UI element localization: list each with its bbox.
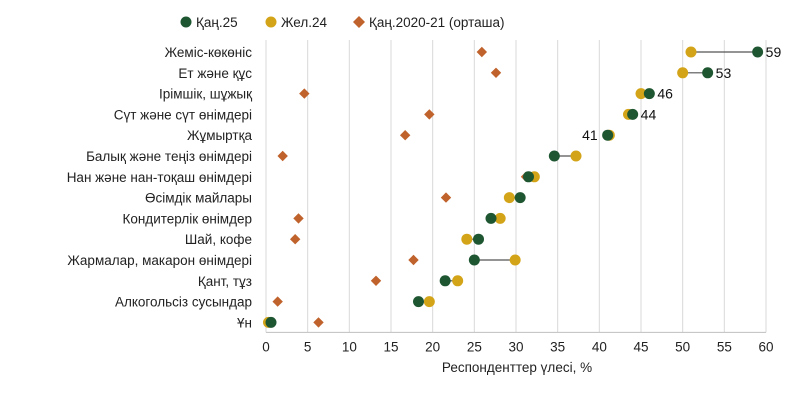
category-label-2: Ірімшік, шұжық (159, 87, 252, 102)
category-label-13: Ұн (237, 315, 252, 330)
x-tick-label-8: 40 (592, 339, 607, 354)
legend-marker-jan25 (180, 16, 192, 28)
category-labels: Жеміс-көкөніс Ет және құс Ірімшік, шұжық Сү… (67, 45, 253, 330)
category-label-11: Қант, тұз (198, 274, 252, 289)
point-dec24-10 (509, 254, 521, 266)
point-dec24-11 (452, 275, 464, 287)
point-avg2020-21-4 (399, 130, 411, 141)
x-tick-labels: 0 5 10 15 20 25 30 35 40 45 50 55 60 (262, 339, 773, 354)
legend: Қаң.25 Жел.24 Қаң.2020-21 (орташа) (180, 15, 504, 30)
legend-label-dec24: Жел.24 (281, 15, 327, 30)
grid-lines (265, 40, 767, 333)
point-jan25-10 (468, 254, 480, 266)
x-tick-label-5: 25 (467, 339, 482, 354)
category-label-5: Балық және теңіз өнімдері (86, 149, 252, 164)
point-avg2020-21-9 (289, 234, 301, 245)
data-label-4: 41 (582, 127, 598, 143)
data-label-2: 46 (657, 86, 673, 102)
category-label-0: Жеміс-көкөніс (165, 45, 253, 60)
point-avg2020-21-13 (313, 317, 324, 328)
x-tick-label-4: 20 (425, 339, 440, 354)
point-avg2020-21-12 (272, 296, 283, 307)
point-avg2020-21-2 (299, 88, 310, 99)
x-axis-label: Респонденттер үлесі, % (442, 360, 592, 375)
point-avg2020-21-1 (490, 67, 502, 78)
point-jan25-8 (485, 212, 497, 224)
category-label-4: Жұмыртқа (187, 128, 253, 143)
point-avg2020-21-8 (293, 213, 304, 224)
point-jan25-2 (643, 88, 655, 100)
point-dec24-7 (503, 192, 515, 204)
legend-label-avg2020-21: Қаң.2020-21 (орташа) (369, 15, 504, 30)
category-label-10: Жармалар, макарон өнімдері (67, 253, 252, 268)
point-dec24-9 (461, 233, 473, 245)
x-tick-label-9: 45 (633, 339, 648, 354)
x-tick-label-1: 5 (304, 339, 312, 354)
legend-marker-avg2020-21 (353, 16, 365, 28)
point-avg2020-21-3 (424, 109, 435, 120)
legend-label-jan25: Қаң.25 (196, 15, 238, 30)
point-jan25-0 (752, 46, 764, 58)
category-label-8: Кондитерлік өнімдер (122, 211, 252, 226)
data-label-0: 59 (766, 44, 782, 60)
x-tick-label-0: 0 (262, 339, 270, 354)
point-dec24-2 (635, 88, 647, 100)
category-label-12: Алкогольсіз сусындар (115, 295, 252, 310)
point-jan25-3 (627, 108, 639, 120)
category-label-6: Нан және нан-тоқаш өнімдері (67, 170, 252, 185)
x-tick-label-6: 30 (508, 339, 523, 354)
x-tick-label-3: 15 (383, 339, 398, 354)
point-avg2020-21-7 (440, 192, 452, 203)
point-jan25-12 (413, 296, 424, 308)
point-jan25-13 (265, 316, 277, 328)
x-tick-label-11: 55 (717, 339, 732, 354)
data-label-1: 53 (716, 65, 732, 81)
point-jan25-11 (439, 275, 451, 287)
category-label-7: Өсімдік майлары (145, 191, 252, 206)
x-tick-label-2: 10 (342, 339, 357, 354)
point-jan25-1 (702, 67, 714, 79)
point-avg2020-21-10 (408, 254, 419, 266)
connector-lines (268, 51, 758, 323)
point-dec24-0 (685, 46, 697, 58)
legend-marker-dec24 (265, 16, 277, 28)
point-dec24-12 (423, 296, 435, 308)
data-points (263, 46, 764, 328)
category-label-9: Шай, кофе (185, 232, 252, 247)
point-jan25-7 (514, 192, 526, 204)
point-avg2020-21-0 (476, 46, 488, 58)
point-avg2020-21-5 (277, 150, 288, 162)
point-dec24-5 (570, 150, 582, 162)
data-label-3: 44 (641, 106, 657, 122)
point-jan25-4 (602, 129, 614, 141)
x-tick-label-12: 60 (758, 339, 773, 354)
point-jan25-5 (548, 150, 560, 162)
category-label-1: Ет және құс (178, 66, 252, 81)
point-dec24-8 (494, 212, 506, 224)
point-jan25-6 (523, 171, 534, 183)
point-jan25-9 (473, 233, 484, 245)
x-tick-label-7: 35 (550, 339, 565, 354)
point-avg2020-21-11 (370, 275, 382, 286)
category-label-3: Сүт және сүт өнімдері (114, 107, 252, 122)
x-tick-label-10: 50 (675, 339, 690, 354)
point-dec24-1 (677, 67, 689, 79)
